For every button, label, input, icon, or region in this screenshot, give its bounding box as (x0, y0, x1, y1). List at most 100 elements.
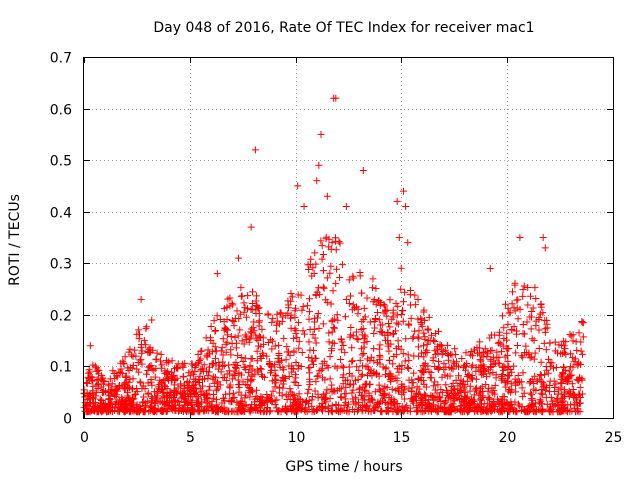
data-point (158, 361, 166, 369)
data-point (124, 395, 132, 403)
data-point (202, 399, 210, 407)
data-point (519, 292, 527, 300)
data-point (237, 353, 245, 361)
data-point (93, 376, 101, 384)
data-point (366, 380, 374, 388)
data-point (328, 385, 336, 393)
data-point (341, 348, 349, 356)
data-point (356, 356, 364, 364)
data-point (422, 383, 430, 391)
data-point (200, 392, 208, 400)
data-point (163, 356, 171, 364)
data-point (197, 347, 205, 355)
data-point (310, 346, 318, 354)
data-point (532, 294, 540, 302)
data-point (567, 389, 575, 397)
data-point (477, 366, 485, 374)
data-point (544, 369, 552, 377)
data-point (381, 399, 389, 407)
data-point (222, 408, 230, 416)
data-point (325, 329, 333, 337)
data-point (410, 369, 418, 377)
data-point (312, 407, 320, 415)
data-point (189, 396, 197, 404)
data-point (336, 274, 344, 282)
data-point (319, 250, 327, 258)
data-point (405, 356, 413, 364)
data-point (263, 397, 271, 405)
data-point (242, 313, 250, 321)
data-point (131, 346, 139, 354)
data-point (365, 405, 373, 413)
data-point (291, 325, 299, 333)
data-point (252, 335, 260, 343)
data-point (144, 389, 152, 397)
data-point (292, 403, 300, 411)
data-point (526, 389, 534, 397)
data-point (123, 378, 131, 386)
data-point (213, 312, 221, 320)
data-point (283, 396, 291, 404)
data-point (414, 343, 422, 351)
data-point (140, 407, 148, 415)
data-point (507, 380, 515, 388)
data-point (393, 399, 401, 407)
data-point (370, 368, 378, 376)
data-point (258, 325, 266, 333)
data-point (395, 234, 403, 241)
data-point (370, 345, 378, 353)
data-point (526, 313, 534, 321)
data-point (562, 377, 570, 385)
data-point (163, 385, 171, 393)
data-point (129, 375, 137, 383)
data-point (370, 357, 378, 365)
data-point (345, 276, 353, 284)
data-point (462, 362, 470, 370)
data-point (358, 351, 366, 359)
data-point (376, 351, 384, 359)
data-point (164, 367, 172, 375)
data-point (463, 372, 471, 380)
data-point (177, 394, 185, 402)
data-point (268, 318, 276, 326)
data-point (218, 344, 226, 352)
data-point (117, 365, 125, 373)
data-point (547, 406, 555, 414)
data-point (504, 372, 512, 380)
data-point (290, 378, 298, 386)
data-point (395, 368, 403, 376)
data-point (206, 382, 214, 390)
data-point (342, 383, 350, 391)
data-point (372, 285, 380, 293)
data-point (222, 326, 230, 334)
data-point (248, 400, 256, 408)
data-point (323, 362, 331, 370)
data-point (273, 317, 281, 325)
data-point (349, 332, 357, 340)
data-point (223, 303, 231, 311)
data-point (156, 407, 164, 415)
data-point (320, 357, 328, 365)
data-point (346, 381, 354, 389)
data-point (329, 339, 337, 347)
data-point (126, 345, 134, 353)
data-point (405, 364, 413, 372)
data-point (370, 406, 378, 414)
data-point (454, 372, 462, 380)
data-point (398, 383, 406, 391)
data-point (400, 187, 408, 195)
data-point (414, 296, 422, 304)
data-point (349, 301, 357, 309)
data-point (192, 375, 200, 383)
data-point (389, 360, 397, 368)
data-point (223, 376, 231, 384)
data-point (388, 385, 396, 393)
data-point (234, 361, 242, 369)
data-point (148, 381, 156, 389)
data-point (138, 341, 146, 349)
data-point (559, 368, 567, 376)
x-tick-label: 20 (499, 430, 517, 446)
data-point (512, 388, 520, 396)
data-point (355, 366, 363, 374)
data-point (291, 313, 299, 321)
